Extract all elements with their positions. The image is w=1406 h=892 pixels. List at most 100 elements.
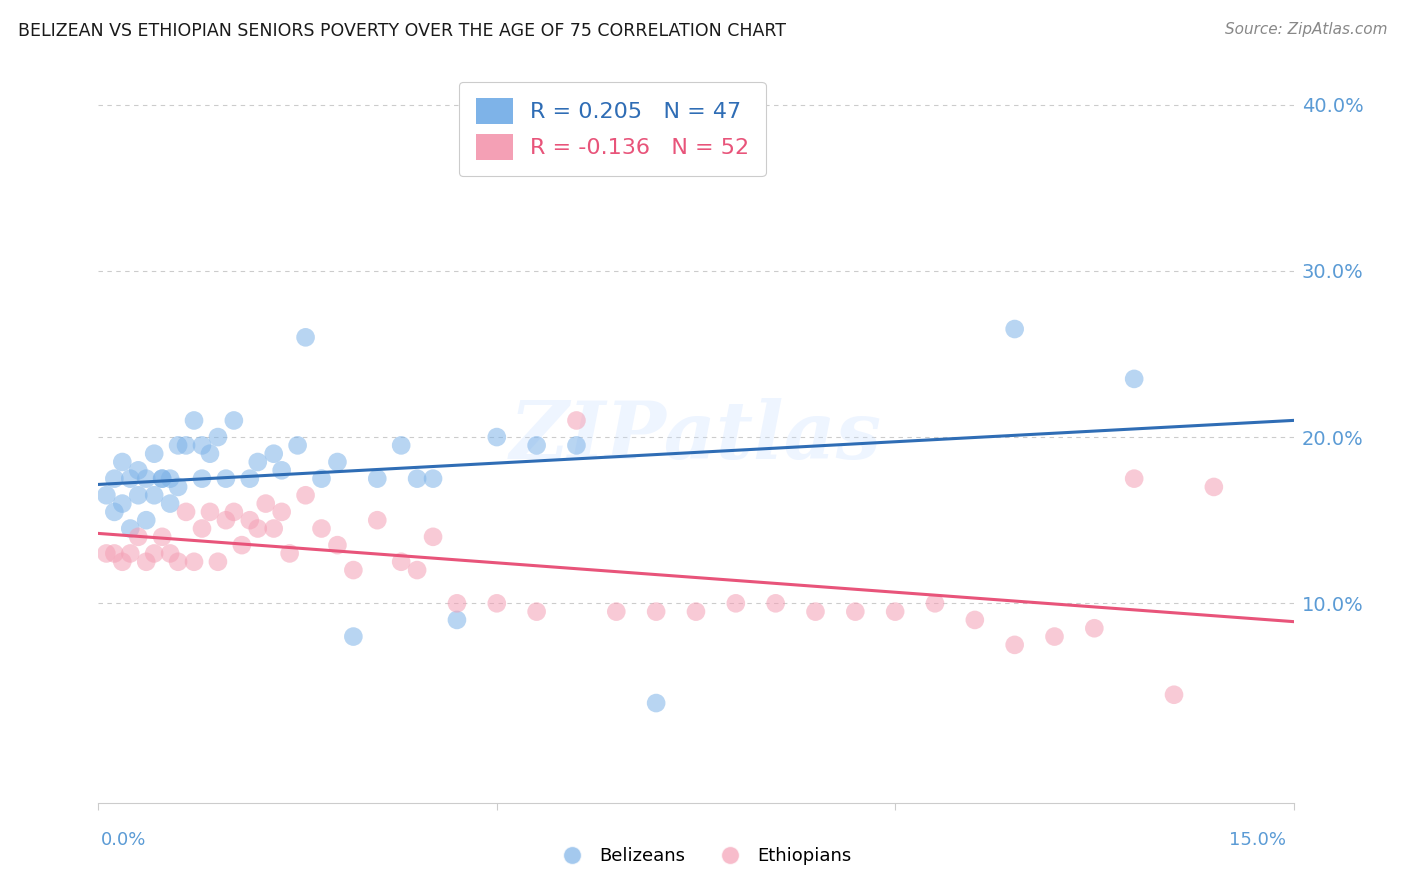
Point [765, 596, 787, 610]
Point [150, 472, 173, 486]
Point [191, 472, 214, 486]
Point [111, 455, 134, 469]
Point [326, 455, 349, 469]
Point [1043, 630, 1066, 644]
Point [222, 413, 245, 427]
Point [605, 605, 627, 619]
Point [1123, 372, 1146, 386]
Point [1083, 621, 1105, 635]
Point [215, 472, 238, 486]
Point [1163, 688, 1185, 702]
Point [844, 605, 866, 619]
Point [485, 430, 508, 444]
Point [127, 463, 149, 477]
Point [167, 555, 190, 569]
Point [167, 438, 190, 452]
Point [159, 497, 181, 511]
Point [96, 546, 118, 560]
Text: Source: ZipAtlas.com: Source: ZipAtlas.com [1225, 22, 1388, 37]
Point [278, 546, 301, 560]
Point [254, 497, 277, 511]
Point [111, 497, 134, 511]
Point [135, 555, 157, 569]
Point [342, 563, 364, 577]
Point [406, 563, 429, 577]
Point [326, 538, 349, 552]
Point [389, 438, 412, 452]
Point [485, 596, 508, 610]
Point [1202, 480, 1225, 494]
Point [526, 605, 548, 619]
Point [294, 330, 316, 344]
Point [174, 438, 197, 452]
Point [270, 505, 292, 519]
Point [191, 438, 214, 452]
Text: BELIZEAN VS ETHIOPIAN SENIORS POVERTY OVER THE AGE OF 75 CORRELATION CHART: BELIZEAN VS ETHIOPIAN SENIORS POVERTY OV… [18, 22, 786, 40]
Legend: Belizeans, Ethiopians: Belizeans, Ethiopians [547, 840, 859, 872]
Point [311, 521, 333, 535]
Point [270, 463, 292, 477]
Point [183, 555, 205, 569]
Point [103, 472, 125, 486]
Point [366, 513, 388, 527]
Point [198, 505, 221, 519]
Point [406, 472, 429, 486]
Text: ZIPatlas: ZIPatlas [510, 399, 882, 475]
Point [167, 480, 190, 494]
Point [135, 513, 157, 527]
Text: 15.0%: 15.0% [1229, 831, 1286, 849]
Point [127, 488, 149, 502]
Point [159, 472, 181, 486]
Point [207, 555, 229, 569]
Point [174, 505, 197, 519]
Point [287, 438, 309, 452]
Point [207, 430, 229, 444]
Point [159, 546, 181, 560]
Point [389, 555, 412, 569]
Point [924, 596, 946, 610]
Point [565, 438, 588, 452]
Point [422, 530, 444, 544]
Point [150, 472, 173, 486]
Point [198, 447, 221, 461]
Point [246, 521, 269, 535]
Point [120, 472, 142, 486]
Point [231, 538, 253, 552]
Point [565, 413, 588, 427]
Point [366, 472, 388, 486]
Point [963, 613, 986, 627]
Point [120, 546, 142, 560]
Point [422, 472, 444, 486]
Text: 0.0%: 0.0% [101, 831, 146, 849]
Point [103, 505, 125, 519]
Point [645, 605, 668, 619]
Point [120, 521, 142, 535]
Point [1004, 322, 1026, 336]
Point [150, 530, 173, 544]
Point [239, 513, 262, 527]
Point [645, 696, 668, 710]
Point [311, 472, 333, 486]
Point [222, 505, 245, 519]
Point [884, 605, 907, 619]
Point [263, 447, 285, 461]
Point [685, 605, 707, 619]
Legend: R = 0.205   N = 47, R = -0.136   N = 52: R = 0.205 N = 47, R = -0.136 N = 52 [458, 82, 766, 177]
Point [342, 630, 364, 644]
Point [239, 472, 262, 486]
Point [96, 488, 118, 502]
Point [446, 613, 468, 627]
Point [143, 447, 166, 461]
Point [191, 521, 214, 535]
Point [1004, 638, 1026, 652]
Point [215, 513, 238, 527]
Point [263, 521, 285, 535]
Point [294, 488, 316, 502]
Point [526, 438, 548, 452]
Point [183, 413, 205, 427]
Point [446, 596, 468, 610]
Point [111, 555, 134, 569]
Point [143, 546, 166, 560]
Point [143, 488, 166, 502]
Point [724, 596, 747, 610]
